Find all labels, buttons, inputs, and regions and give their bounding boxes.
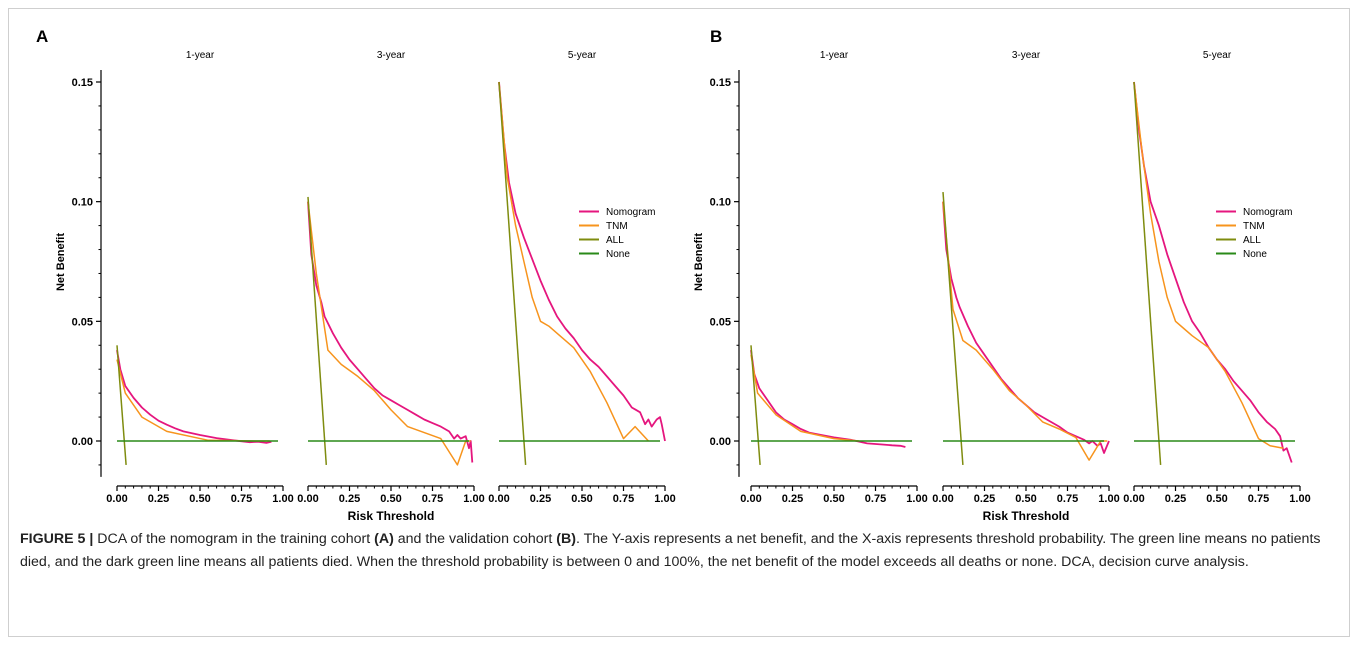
x-tick-label: 0.75 [865,493,886,505]
x-tick-label: 0.00 [740,493,761,505]
series-all-line [942,192,964,465]
x-tick-label: 0.75 [1248,493,1269,505]
x-tick-label: 0.00 [1123,493,1144,505]
caption-ref-b: (B) [556,531,576,547]
x-axis-label: Risk Threshold [348,509,435,523]
figure-caption: FIGURE 5 | DCA of the nomogram in the tr… [20,528,1338,574]
x-tick-label: 0.75 [613,493,634,505]
y-tick-label: 0.00 [72,436,93,448]
caption-text-1: DCA of the nomogram in the training coho… [93,531,375,547]
x-axis-label: Risk Threshold [983,509,1070,523]
series-tnm-line [116,359,270,442]
series-nomogram-line [307,201,474,463]
facet-title: 1-year [820,50,849,61]
figure-charts: A Net Benefit 0.00 0.05 0.10 0.15 1-year 0.00 0.… [36,27,1311,523]
x-tick-label: 1.00 [463,493,484,505]
x-tick-label: 0.00 [488,493,509,505]
x-tick-label: 0.00 [932,493,953,505]
series-tnm-line [750,354,859,442]
x-tick-label: 0.25 [530,493,551,505]
y-tick-label: 0.10 [72,197,93,209]
series-nomogram-line [750,349,906,448]
x-tick-label: 1.00 [654,493,675,505]
facet-title: 5-year [568,50,597,61]
x-tick-label: 1.00 [906,493,927,505]
panel-label: A [36,27,48,46]
series-all-line [1133,81,1162,465]
legend-label-none: None [1243,249,1267,260]
facet-title: 3-year [377,50,406,61]
x-tick-label: 1.00 [1098,493,1119,505]
legend-label-nomogram: Nomogram [1243,207,1292,218]
series-tnm-line [498,81,649,442]
x-tick-label: 0.25 [974,493,995,505]
x-tick-label: 0.25 [782,493,803,505]
legend-label-nomogram: Nomogram [606,207,655,218]
series-nomogram-line [116,349,272,444]
x-tick-label: 0.75 [1057,493,1078,505]
caption-figure-label: FIGURE 5 | [20,531,94,547]
caption-ref-a: (A) [374,531,394,547]
x-tick-label: 0.75 [231,493,252,505]
facet-title: 3-year [1012,50,1041,61]
x-tick-label: 0.50 [823,493,844,505]
x-tick-label: 0.00 [106,493,127,505]
legend-label-tnm: TNM [606,221,628,232]
y-tick-label: 0.10 [710,197,731,209]
y-tick-label: 0.05 [72,316,93,328]
series-nomogram-line [1133,81,1293,463]
series-tnm-line [307,201,471,466]
x-tick-label: 0.25 [148,493,169,505]
x-tick-label: 0.50 [189,493,210,505]
series-all-line [498,81,527,465]
x-tick-label: 0.25 [1165,493,1186,505]
y-axis-label: Net Benefit [693,233,705,291]
facet-title: 5-year [1203,50,1232,61]
y-tick-label: 0.05 [710,316,731,328]
series-nomogram-line [498,81,666,442]
y-tick-label: 0.00 [710,436,731,448]
x-tick-label: 0.50 [380,493,401,505]
figure-frame [8,8,1350,637]
y-tick-label: 0.15 [72,77,93,89]
x-tick-label: 0.50 [571,493,592,505]
facet-title: 1-year [186,50,215,61]
x-tick-label: 1.00 [272,493,293,505]
x-tick-label: 0.25 [339,493,360,505]
series-all-line [750,345,761,465]
x-tick-label: 0.50 [1206,493,1227,505]
caption-text-2: and the validation cohort [393,531,557,547]
legend-label-all: ALL [1243,235,1261,246]
series-tnm-line [1133,81,1284,449]
x-tick-label: 0.75 [422,493,443,505]
legend-label-none: None [606,249,630,260]
legend-label-all: ALL [606,235,624,246]
x-tick-label: 1.00 [1289,493,1310,505]
series-nomogram-line [942,201,1110,454]
series-all-line [116,345,127,465]
series-all-line [307,196,328,465]
caption-text-3: . The Y-axis represents a net benefit, a… [20,531,1321,570]
x-tick-label: 0.50 [1015,493,1036,505]
panel-label: B [710,27,722,46]
legend-label-tnm: TNM [1243,221,1265,232]
y-axis-label: Net Benefit [55,233,67,291]
y-tick-label: 0.15 [710,77,731,89]
series-tnm-line [942,201,1108,461]
x-tick-label: 0.00 [297,493,318,505]
